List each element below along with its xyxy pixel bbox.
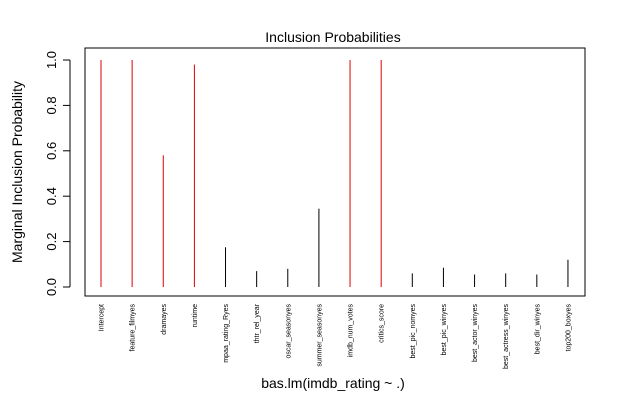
x-tick-label: oscar_seasonyes [285,304,292,359]
x-tick-label: critics_score [379,304,386,343]
y-axis-label: Marginal Inclusion Probability [9,81,25,263]
y-axis: 0.0 0.2 0.4 0.6 0.8 1.0 [44,51,71,296]
x-axis-ticks: Intercept feature_filmyes dramayes runtime m… [99,303,573,369]
bars [100,60,569,287]
x-tick-label: imdb_num_votes [348,304,355,358]
x-tick-label: best_pic_winyes [441,304,448,356]
x-tick-label: mpaa_rating_Ryes [223,304,230,363]
y-tick-label: 0.6 [44,142,59,160]
x-tick-label: Intercept [99,304,106,331]
x-tick-label: best_actor_winyes [472,304,479,362]
x-tick-label: runtime [192,304,199,327]
x-tick-label: best_actress_winyes [503,304,510,369]
x-axis-label: bas.lm(imdb_rating ~ .) [261,375,405,391]
plot-frame [84,47,586,297]
chart-title: Inclusion Probabilities [265,29,400,45]
x-tick-label: feature_filmyes [130,304,137,352]
x-tick-label: best_dir_winyes [534,304,541,355]
x-tick-label: summer_seasonyes [316,304,323,367]
y-tick-label: 0.0 [44,278,59,296]
y-tick-label: 0.4 [44,187,59,205]
x-tick-label: best_pic_nomyes [410,304,417,359]
x-tick-label: thtr_rel_year [254,303,261,343]
x-tick-label: top200_boxyes [565,304,572,352]
y-tick-label: 1.0 [44,51,59,69]
y-tick-label: 0.2 [44,233,59,251]
y-tick-label: 0.8 [44,96,59,114]
x-tick-label: dramayes [161,304,168,335]
